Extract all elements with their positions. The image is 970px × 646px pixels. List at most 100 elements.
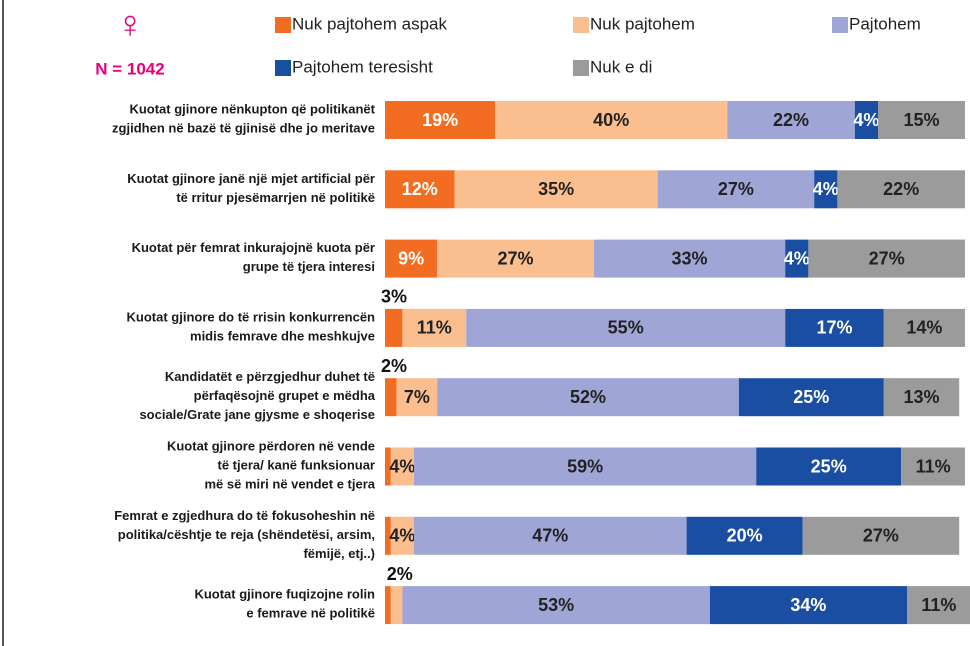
- value-label: 27%: [497, 248, 533, 268]
- category-label: Kuotat gjinore përdoren në vende të tjera…: [167, 439, 376, 492]
- legend-label: Nuk pajtohem: [590, 14, 695, 33]
- value-label: 11%: [916, 456, 951, 476]
- bar-segment: [802, 516, 960, 555]
- category-line: Kuotat gjinore janë një mjet artificial …: [127, 171, 375, 186]
- bar-segment: [883, 378, 960, 417]
- value-label: 15%: [903, 110, 939, 130]
- legend-swatch: [573, 60, 589, 76]
- bar-segment: [814, 170, 838, 209]
- value-label: 27%: [718, 179, 754, 199]
- bar-segment: [709, 586, 907, 625]
- bar-segment: [727, 101, 855, 139]
- bar-segment: [756, 447, 902, 486]
- value-label: 34%: [790, 595, 826, 615]
- bar-segment: [437, 239, 594, 278]
- value-label: 25%: [793, 387, 829, 407]
- legend-swatch: [832, 17, 848, 33]
- bar-segment: [808, 239, 965, 278]
- category-line: të rritur pjesëmarrjen në politikë: [176, 190, 375, 205]
- category-label: Femrat e zgjedhura do të fokusoheshin në…: [114, 508, 375, 561]
- value-label: 12%: [402, 179, 438, 199]
- bar-segment: [385, 239, 438, 278]
- legend-swatch: [275, 60, 291, 76]
- value-label: 19%: [422, 110, 458, 130]
- value-label: 53%: [538, 595, 574, 615]
- bar-segment: [390, 516, 414, 555]
- category-label: Kuotat gjinore do të rrisin konkurrencën…: [127, 310, 376, 344]
- value-label: 4%: [389, 526, 415, 546]
- value-label: 33%: [671, 248, 707, 268]
- category-line: zgjidhen në bazë të gjinisë dhe jo merit…: [112, 121, 375, 136]
- category-line: Kuotat gjinore do të rrisin konkurrencën: [127, 310, 376, 325]
- category-line: e femrave në politikë: [246, 606, 375, 621]
- value-label: 40%: [593, 110, 629, 130]
- category-line: më së miri në vendet e tjera: [204, 477, 375, 492]
- value-label: 22%: [773, 110, 809, 130]
- category-line: përfaqësojnë grupet e mëdha: [194, 389, 376, 404]
- bar-segment: [657, 170, 815, 209]
- category-line: grupe të tjera interesi: [243, 260, 375, 275]
- bar-segment: [396, 378, 438, 417]
- bar-segment: [878, 101, 965, 139]
- value-label: 35%: [538, 179, 574, 199]
- value-label: 2%: [381, 356, 407, 376]
- value-label: 27%: [863, 526, 899, 546]
- category-line: Kuotat gjinore nënkupton që politikanët: [129, 102, 375, 117]
- bar-segment: [837, 170, 965, 209]
- bar-segment: [593, 239, 786, 278]
- value-label: 2%: [387, 564, 413, 584]
- value-label: 27%: [869, 248, 905, 268]
- legend-label: Nuk pajtohem aspak: [292, 14, 447, 33]
- legend-label: Pajtohem: [849, 14, 921, 33]
- bar-segment: [901, 447, 965, 486]
- category-line: Femrat e zgjedhura do të fokusoheshin në: [114, 508, 375, 523]
- category-label: Kuotat gjinore janë një mjet artificial …: [127, 171, 375, 205]
- bar-segment: [437, 378, 739, 417]
- value-label: 47%: [532, 526, 568, 546]
- category-label: Kuotat gjinore fuqizojne rolin e femrave …: [194, 587, 375, 621]
- bar-segment: [785, 308, 884, 347]
- value-label: 20%: [727, 526, 763, 546]
- bar-segment: [414, 447, 757, 486]
- value-label: 3%: [381, 287, 407, 307]
- value-label: 9%: [398, 248, 424, 268]
- bar-segment: [385, 101, 496, 139]
- value-label: 17%: [816, 318, 852, 338]
- bar-segment: [385, 378, 397, 417]
- bar-segment: [385, 516, 391, 555]
- category-line: Kuotat gjinore fuqizojne rolin: [194, 587, 375, 602]
- bar-segment: [785, 239, 809, 278]
- bar-segment: [402, 308, 467, 347]
- value-label: 25%: [811, 456, 847, 476]
- value-label: 4%: [813, 179, 839, 199]
- category-line: Kandidatët e përzgjedhur duhet të: [165, 370, 375, 385]
- bar-segment: [466, 308, 786, 347]
- value-label: 7%: [404, 387, 430, 407]
- bar-segment: [854, 101, 878, 139]
- value-label: 4%: [389, 456, 415, 476]
- bar-segment: [738, 378, 884, 417]
- bar-segment: [686, 516, 803, 555]
- category-line: Kuotat gjinore përdoren në vende: [167, 439, 375, 454]
- legend-label: Nuk e di: [590, 57, 652, 76]
- category-label: Kuotat gjinore nënkupton që politikanët z…: [112, 102, 376, 136]
- bar-segment: [414, 516, 687, 555]
- category-line: Kuotat për femrat inkurajojnë kuota për: [132, 241, 375, 256]
- legend-label: Pajtohem teresisht: [292, 57, 433, 76]
- value-label: 52%: [570, 387, 606, 407]
- category-line: midis femrave dhe meshkujve: [190, 329, 375, 344]
- value-label: 55%: [608, 318, 644, 338]
- value-label: 14%: [906, 318, 942, 338]
- symbol: ♀: [116, 4, 145, 46]
- value-label: 13%: [903, 387, 939, 407]
- bar-segment: [454, 170, 658, 209]
- bar-segment: [385, 447, 391, 486]
- category-line: fëmijë, etj..): [303, 546, 375, 561]
- category-label: Kuotat për femrat inkurajojnë kuota për g…: [132, 241, 375, 275]
- bar-segment: [385, 586, 391, 625]
- bar-segment: [390, 586, 403, 625]
- value-label: 4%: [853, 110, 879, 130]
- bar-segment: [883, 308, 965, 347]
- value-label: 22%: [883, 179, 919, 199]
